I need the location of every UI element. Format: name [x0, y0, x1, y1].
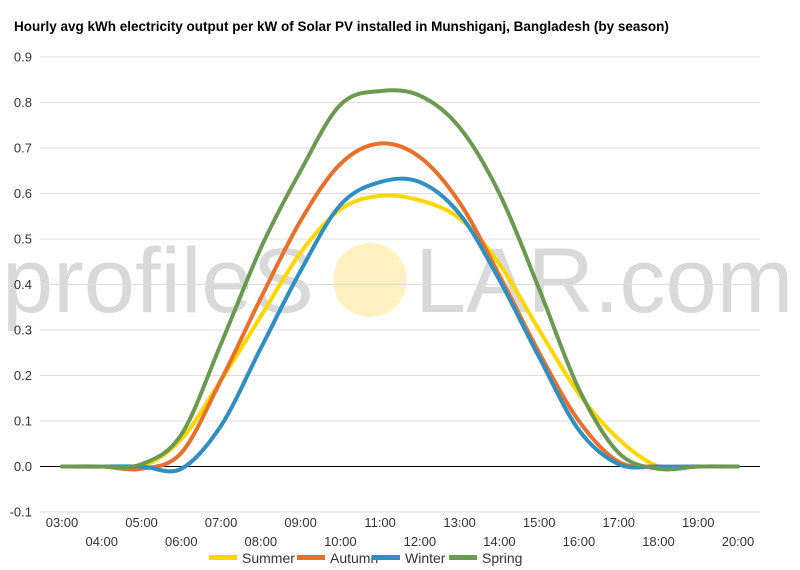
- x-tick-label: 08:00: [245, 534, 278, 549]
- legend-swatch: [297, 555, 325, 560]
- y-tick-label: 0.7: [14, 141, 32, 156]
- legend-label: Winter: [405, 550, 446, 566]
- legend-label: Autumn: [330, 550, 378, 566]
- series-line-spring: [60, 88, 740, 472]
- y-tick-label: 0.6: [14, 186, 32, 201]
- series-lines: [60, 88, 740, 474]
- chart-grid: [40, 56, 760, 513]
- x-tick-label: 19:00: [682, 515, 715, 530]
- watermark-text-right: LAR.com: [415, 230, 793, 332]
- legend-swatch: [449, 555, 477, 560]
- series-line-summer: [60, 193, 740, 471]
- x-tick-label: 15:00: [523, 515, 556, 530]
- legend-item-winter[interactable]: Winter: [372, 550, 446, 566]
- y-axis: -0.1 0.0 0.1 0.2 0.3 0.4 0.5 0.6 0.7 0.8 0.9: [10, 50, 32, 520]
- y-tick-label: -0.1: [10, 505, 32, 520]
- x-tick-label: 11:00: [364, 515, 396, 530]
- legend-item-spring[interactable]: Spring: [449, 550, 522, 566]
- legend-label: Summer: [242, 550, 295, 566]
- x-tick-label: 12:00: [404, 534, 437, 549]
- y-tick-label: 0.3: [14, 323, 32, 338]
- legend-item-summer[interactable]: Summer: [209, 550, 295, 566]
- legend-swatch: [372, 555, 400, 560]
- y-tick-label: 0.0: [14, 459, 32, 474]
- x-tick-label: 18:00: [642, 534, 675, 549]
- legend-swatch: [209, 555, 237, 560]
- x-tick-label: 04:00: [85, 534, 118, 549]
- watermark-sun: [333, 243, 407, 317]
- x-axis: 03:00 04:00 05:00 06:00 07:00 08:00 09:00 10:00…: [46, 515, 755, 549]
- x-tick-label: 10:00: [324, 534, 357, 549]
- x-tick-label: 09:00: [284, 515, 317, 530]
- x-tick-label: 14:00: [483, 534, 516, 549]
- legend[interactable]: Summer Autumn Winter Spring: [209, 550, 522, 566]
- y-tick-label: 0.5: [14, 232, 32, 247]
- y-tick-label: 0.8: [14, 95, 32, 110]
- x-tick-label: 05:00: [125, 515, 158, 530]
- x-tick-label: 06:00: [165, 534, 198, 549]
- x-tick-label: 20:00: [722, 534, 755, 549]
- y-tick-label: 0.2: [14, 368, 32, 383]
- x-tick-label: 03:00: [46, 515, 79, 530]
- x-tick-label: 07:00: [205, 515, 238, 530]
- legend-item-autumn[interactable]: Autumn: [297, 550, 378, 566]
- x-tick-label: 13:00: [443, 515, 476, 530]
- y-tick-label: 0.4: [14, 277, 32, 292]
- watermark: profileS LAR.com: [2, 230, 793, 332]
- chart-title: Hourly avg kWh electricity output per kW…: [14, 19, 669, 34]
- series-line-autumn: [60, 141, 740, 472]
- y-tick-label: 0.9: [14, 50, 32, 65]
- x-tick-label: 16:00: [563, 534, 596, 549]
- legend-label: Spring: [482, 550, 522, 566]
- y-tick-label: 0.1: [14, 414, 32, 429]
- x-tick-label: 17:00: [602, 515, 635, 530]
- series-line-winter: [60, 176, 740, 474]
